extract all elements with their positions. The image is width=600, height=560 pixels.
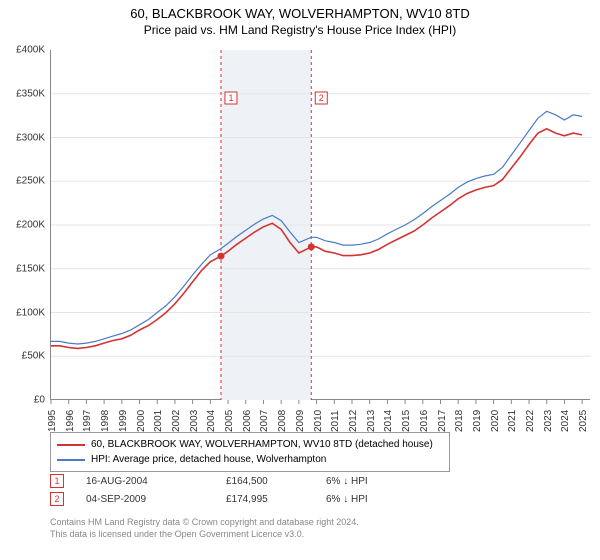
x-tick-label: 1998 [100, 410, 111, 432]
x-tick-label: 2023 [543, 410, 554, 432]
footer-line: Contains HM Land Registry data © Crown c… [50, 516, 359, 528]
plot-svg: 12 [51, 50, 591, 400]
x-tick-label: 2005 [224, 410, 235, 432]
y-tick-label: £200K [0, 220, 45, 231]
y-tick-label: £150K [0, 263, 45, 274]
x-tick-label: 2022 [525, 410, 536, 432]
series-line [51, 111, 582, 344]
y-tick-label: £400K [0, 45, 45, 56]
x-tick-label: 1999 [118, 410, 129, 432]
y-tick-label: £50K [0, 351, 45, 362]
marker-price: £164,500 [226, 476, 326, 487]
legend-row: 60, BLACKBROOK WAY, WOLVERHAMPTON, WV10 … [57, 437, 443, 452]
marker-id-badge: 1 [50, 474, 64, 488]
y-tick-label: £250K [0, 176, 45, 187]
legend: 60, BLACKBROOK WAY, WOLVERHAMPTON, WV10 … [50, 432, 450, 472]
x-tick-label: 2000 [136, 410, 147, 432]
x-tick-label: 1996 [65, 410, 76, 432]
legend-swatch [57, 444, 85, 446]
x-tick-label: 1995 [47, 410, 58, 432]
x-tick-label: 2021 [507, 410, 518, 432]
x-tick-label: 2010 [313, 410, 324, 432]
x-tick-label: 2017 [437, 410, 448, 432]
marker-date: 16-AUG-2004 [86, 476, 226, 487]
footer-attribution: Contains HM Land Registry data © Crown c… [50, 516, 359, 540]
marker-badge-label: 1 [228, 93, 233, 103]
x-tick-label: 2020 [490, 410, 501, 432]
y-tick-label: £350K [0, 88, 45, 99]
marker-id-badge: 2 [50, 492, 64, 506]
chart-area: 12 £0£50K£100K£150K£200K£250K£300K£350K£… [50, 50, 590, 420]
y-tick-label: £100K [0, 307, 45, 318]
x-tick-label: 2001 [153, 410, 164, 432]
x-tick-label: 2019 [472, 410, 483, 432]
plot-area: 12 [50, 50, 590, 400]
x-tick-label: 2012 [348, 410, 359, 432]
x-tick-label: 2007 [259, 410, 270, 432]
footer-line: This data is licensed under the Open Gov… [50, 528, 359, 540]
y-tick-label: £0 [0, 395, 45, 406]
marker-badge-label: 2 [319, 93, 324, 103]
x-tick-label: 2003 [189, 410, 200, 432]
x-tick-label: 2016 [419, 410, 430, 432]
x-tick-label: 2004 [206, 410, 217, 432]
legend-swatch [57, 459, 85, 461]
x-tick-label: 2018 [454, 410, 465, 432]
chart-subtitle: Price paid vs. HM Land Registry's House … [0, 21, 600, 37]
marker-pct: 6% ↓ HPI [326, 494, 446, 505]
x-tick-label: 2014 [383, 410, 394, 432]
x-tick-label: 2009 [295, 410, 306, 432]
x-tick-label: 2024 [560, 410, 571, 432]
y-tick-label: £300K [0, 132, 45, 143]
x-tick-label: 2011 [330, 410, 341, 432]
legend-label: HPI: Average price, detached house, Wolv… [91, 452, 326, 467]
marker-table-row: 2 04-SEP-2009£174,9956% ↓ HPI [50, 490, 446, 508]
marker-date: 04-SEP-2009 [86, 494, 226, 505]
x-tick-label: 2002 [171, 410, 182, 432]
x-tick-label: 2025 [578, 410, 589, 432]
chart-title: 60, BLACKBROOK WAY, WOLVERHAMPTON, WV10 … [0, 0, 600, 21]
legend-label: 60, BLACKBROOK WAY, WOLVERHAMPTON, WV10 … [91, 437, 433, 452]
x-tick-label: 2006 [242, 410, 253, 432]
marker-table: 1 16-AUG-2004£164,5006% ↓ HPI 2 04-SEP-2009… [50, 472, 446, 508]
x-tick-label: 2013 [366, 410, 377, 432]
x-tick-label: 2015 [401, 410, 412, 432]
x-tick-label: 1997 [82, 410, 93, 432]
x-tick-label: 2008 [277, 410, 288, 432]
legend-row: HPI: Average price, detached house, Wolv… [57, 452, 443, 467]
marker-price: £174,995 [226, 494, 326, 505]
marker-table-row: 1 16-AUG-2004£164,5006% ↓ HPI [50, 472, 446, 490]
marker-pct: 6% ↓ HPI [326, 476, 446, 487]
series-line [51, 129, 582, 349]
